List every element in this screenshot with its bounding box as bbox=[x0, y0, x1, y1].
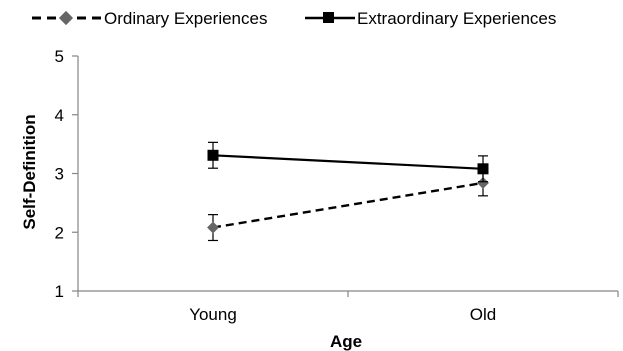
legend-item-ordinary: Ordinary Experiences bbox=[32, 9, 267, 28]
data-point-square bbox=[207, 149, 219, 161]
y-tick-label: 3 bbox=[55, 165, 64, 184]
y-axis-title: Self-Definition bbox=[20, 114, 39, 229]
series-line bbox=[212, 181, 484, 229]
data-point-diamond bbox=[207, 221, 219, 234]
axes bbox=[77, 56, 618, 292]
y-tick-label: 2 bbox=[55, 223, 64, 242]
series-ordinary bbox=[207, 169, 489, 242]
series-layer bbox=[207, 141, 489, 242]
y-ticks: 1 2 3 4 5 bbox=[55, 47, 78, 301]
y-tick-label: 1 bbox=[55, 282, 64, 301]
legend-label-ordinary: Ordinary Experiences bbox=[104, 9, 267, 28]
legend: Ordinary Experiences Extraordinary Exper… bbox=[32, 9, 556, 28]
x-tick-label: Old bbox=[470, 305, 496, 324]
y-tick-label: 4 bbox=[55, 106, 64, 125]
x-ticks: Young Old bbox=[77, 291, 619, 324]
data-point-square bbox=[477, 163, 489, 175]
series-extraordinary bbox=[207, 141, 489, 183]
legend-marker-ordinary bbox=[58, 10, 74, 26]
y-tick-label: 5 bbox=[55, 47, 64, 66]
series-line bbox=[212, 154, 484, 170]
legend-label-extraordinary: Extraordinary Experiences bbox=[357, 9, 556, 28]
x-tick-label: Young bbox=[189, 305, 237, 324]
legend-item-extraordinary: Extraordinary Experiences bbox=[305, 9, 556, 28]
x-axis-title: Age bbox=[330, 332, 362, 351]
legend-marker-extraordinary bbox=[323, 12, 334, 23]
